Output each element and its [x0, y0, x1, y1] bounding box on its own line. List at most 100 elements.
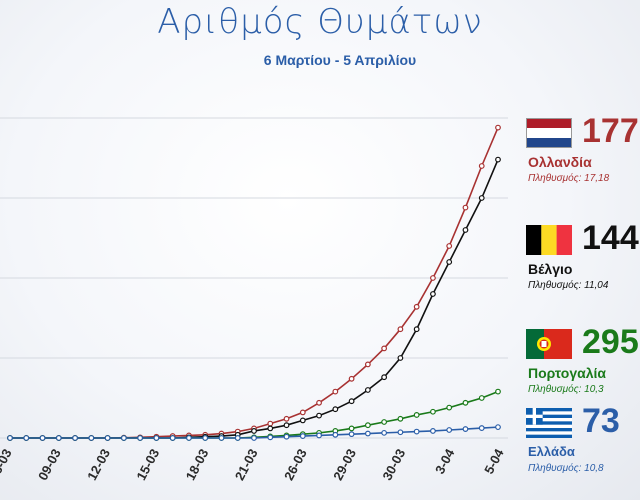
data-point: [446, 427, 453, 433]
data-point: [478, 395, 485, 401]
data-point: [299, 417, 306, 424]
data-point: [234, 435, 241, 441]
country-value: 295: [582, 323, 639, 361]
data-point: [55, 435, 62, 441]
data-point: [430, 428, 436, 434]
x-tick-label: 09-03: [35, 446, 64, 482]
data-point: [478, 163, 485, 169]
data-point: [478, 425, 485, 431]
netherlands-flag-icon: [526, 118, 572, 148]
data-point: [348, 375, 355, 382]
x-tick-label: 21-03: [232, 446, 261, 482]
data-point: [397, 429, 404, 436]
data-point: [332, 431, 339, 438]
data-point: [186, 435, 192, 441]
data-point: [446, 243, 453, 249]
data-point: [430, 275, 436, 281]
data-point: [397, 326, 404, 333]
data-point: [462, 399, 469, 406]
country-population: Πληθυσμός: 11,04: [528, 280, 609, 291]
data-point: [446, 404, 453, 411]
data-point: [72, 435, 78, 441]
data-point: [413, 412, 420, 418]
chart-title: Αριθμός Θυμάτων: [157, 2, 483, 42]
data-point: [299, 433, 306, 439]
data-point: [413, 303, 420, 310]
data-point: [283, 422, 290, 429]
x-tick-label: 5-04: [481, 446, 507, 477]
country-name: Βέλγιο: [528, 261, 573, 277]
data-point: [495, 156, 501, 163]
data-point: [413, 326, 420, 333]
data-point: [413, 428, 420, 435]
data-point: [316, 399, 322, 406]
x-tick-label: 29-03: [330, 446, 359, 482]
data-point: [348, 425, 355, 432]
country-name: Ελλάδα: [528, 444, 575, 459]
data-point: [348, 431, 355, 438]
data-point: [202, 435, 209, 441]
data-point: [316, 412, 322, 419]
data-point: [88, 435, 95, 441]
x-tick-label: 26-03: [281, 446, 310, 482]
country-population: Πληθυσμός: 17,18: [528, 173, 610, 184]
country-value: 73: [582, 402, 620, 440]
data-point: [348, 398, 355, 405]
greece-flag-icon: [526, 408, 572, 438]
data-point: [137, 435, 144, 441]
data-point: [267, 425, 274, 432]
data-point: [283, 415, 290, 422]
data-point: [462, 204, 469, 211]
data-point: [364, 387, 371, 393]
data-point: [218, 435, 225, 441]
x-tick-label: 30-03: [379, 446, 408, 482]
series-line-0: [10, 127, 499, 439]
data-point: [169, 435, 176, 441]
data-point: [267, 434, 274, 441]
data-point: [462, 426, 469, 432]
x-tick-label: 3-04: [432, 446, 458, 477]
country-name: Πορτογαλία: [528, 365, 607, 381]
x-tick-label: 15-03: [133, 446, 162, 482]
data-point: [251, 428, 257, 434]
data-point: [495, 388, 501, 395]
data-point: [478, 195, 485, 201]
portugal-flag-icon: [526, 329, 572, 359]
data-point: [495, 424, 501, 431]
country-population: Πληθυσμός: 10,8: [528, 463, 604, 474]
data-point: [446, 259, 453, 265]
data-point: [364, 430, 371, 437]
data-point: [364, 422, 371, 429]
data-point: [495, 124, 501, 131]
data-point: [39, 435, 46, 441]
data-point: [283, 433, 290, 440]
country-value: 177: [582, 112, 639, 150]
country-value: 144: [582, 219, 639, 257]
country-name: Ολλανδία: [528, 154, 592, 170]
data-point: [23, 435, 30, 441]
data-point: [381, 345, 388, 352]
data-point: [430, 408, 436, 415]
data-point: [316, 432, 322, 439]
chart-subtitle: 6 Μαρτίου - 5 Απριλίου: [263, 52, 417, 68]
data-point: [397, 415, 404, 422]
data-point: [332, 388, 339, 395]
data-point: [430, 291, 436, 297]
data-point: [332, 406, 339, 413]
data-point: [267, 420, 274, 427]
data-point: [104, 435, 111, 441]
x-tick-label: 12-03: [84, 446, 113, 482]
data-point: [120, 435, 127, 441]
country-population: Πληθυσμός: 10,3: [528, 384, 604, 395]
data-point: [153, 435, 160, 441]
series-line-1: [10, 159, 499, 439]
data-point: [397, 355, 404, 361]
data-point: [381, 374, 388, 381]
data-point: [381, 429, 388, 436]
data-point: [299, 409, 306, 416]
data-point: [381, 419, 388, 425]
belgium-flag-icon: [526, 225, 572, 255]
data-point: [364, 361, 371, 368]
data-point: [462, 227, 469, 233]
